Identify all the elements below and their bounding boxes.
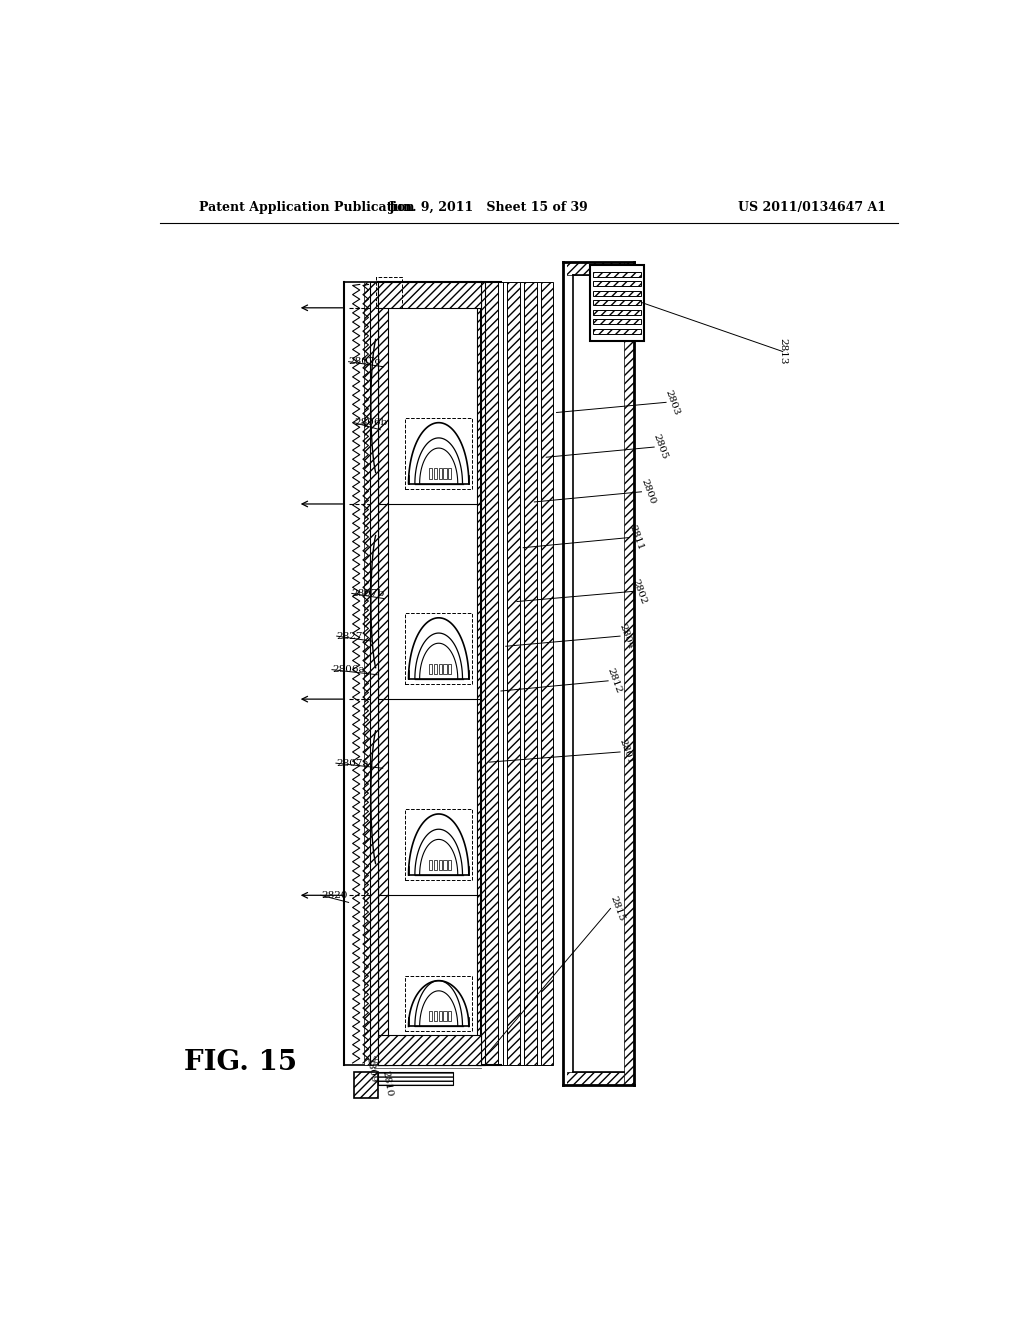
Text: US 2011/0134647 A1: US 2011/0134647 A1 <box>738 201 886 214</box>
Text: 2813: 2813 <box>778 338 787 364</box>
Bar <box>573 276 624 1072</box>
Bar <box>449 664 452 673</box>
Text: 2802: 2802 <box>631 577 648 606</box>
Bar <box>590 265 644 342</box>
Bar <box>378 282 481 308</box>
Bar <box>438 859 442 870</box>
Text: 2820: 2820 <box>321 891 347 900</box>
Text: 2810: 2810 <box>380 1069 394 1097</box>
Text: FIG. 15: FIG. 15 <box>183 1049 297 1077</box>
Bar <box>593 301 641 305</box>
Text: 2805: 2805 <box>652 433 670 461</box>
Bar <box>429 664 432 673</box>
Bar <box>365 282 370 1065</box>
Text: 2806a: 2806a <box>332 665 365 675</box>
Bar <box>378 282 388 1065</box>
Bar <box>434 664 437 673</box>
Bar <box>537 282 541 1065</box>
Bar <box>378 1072 454 1085</box>
Bar <box>593 329 641 334</box>
Bar <box>593 290 641 296</box>
Bar <box>443 664 446 673</box>
Text: 2807a: 2807a <box>336 759 369 768</box>
Text: 2809: 2809 <box>365 1056 378 1084</box>
Bar <box>354 1072 378 1097</box>
Bar <box>438 469 442 479</box>
Bar <box>503 282 507 1065</box>
Text: 2812: 2812 <box>606 667 624 694</box>
Bar <box>593 281 641 286</box>
Bar <box>624 263 634 1085</box>
Text: Jun. 9, 2011   Sheet 15 of 39: Jun. 9, 2011 Sheet 15 of 39 <box>389 201 589 214</box>
Bar <box>429 469 432 479</box>
Bar <box>520 282 524 1065</box>
Text: 2806b: 2806b <box>354 418 387 428</box>
Bar <box>443 469 446 479</box>
Text: 2807b: 2807b <box>352 589 385 598</box>
Bar <box>477 282 485 1065</box>
Bar <box>443 859 446 870</box>
Bar <box>563 263 567 1085</box>
Bar <box>378 1035 481 1065</box>
Bar <box>593 272 641 277</box>
Bar <box>434 859 437 870</box>
Bar <box>438 664 442 673</box>
Bar <box>483 282 498 1065</box>
Bar <box>438 1011 442 1022</box>
Text: 2827: 2827 <box>337 631 364 640</box>
Bar <box>434 1011 437 1022</box>
Bar <box>593 319 641 325</box>
Bar <box>498 282 503 1065</box>
Text: 2807c: 2807c <box>348 358 381 366</box>
Text: 2804: 2804 <box>617 622 635 649</box>
Bar <box>434 469 437 479</box>
Bar <box>429 859 432 870</box>
Bar <box>541 282 553 1065</box>
Bar <box>370 282 378 1065</box>
Bar <box>449 1011 452 1022</box>
Bar <box>593 310 641 314</box>
Bar <box>449 859 452 870</box>
Text: 2811: 2811 <box>627 524 645 552</box>
Text: 2800: 2800 <box>639 478 656 506</box>
Bar <box>563 263 634 276</box>
Bar <box>563 1072 634 1085</box>
Text: 2801: 2801 <box>617 738 635 766</box>
Bar <box>429 1011 432 1022</box>
Text: 2803: 2803 <box>664 388 681 416</box>
Bar <box>524 282 537 1065</box>
Text: 2815: 2815 <box>608 895 626 923</box>
Bar <box>507 282 520 1065</box>
Bar <box>449 469 452 479</box>
Bar <box>443 1011 446 1022</box>
Text: Patent Application Publication: Patent Application Publication <box>200 201 415 214</box>
